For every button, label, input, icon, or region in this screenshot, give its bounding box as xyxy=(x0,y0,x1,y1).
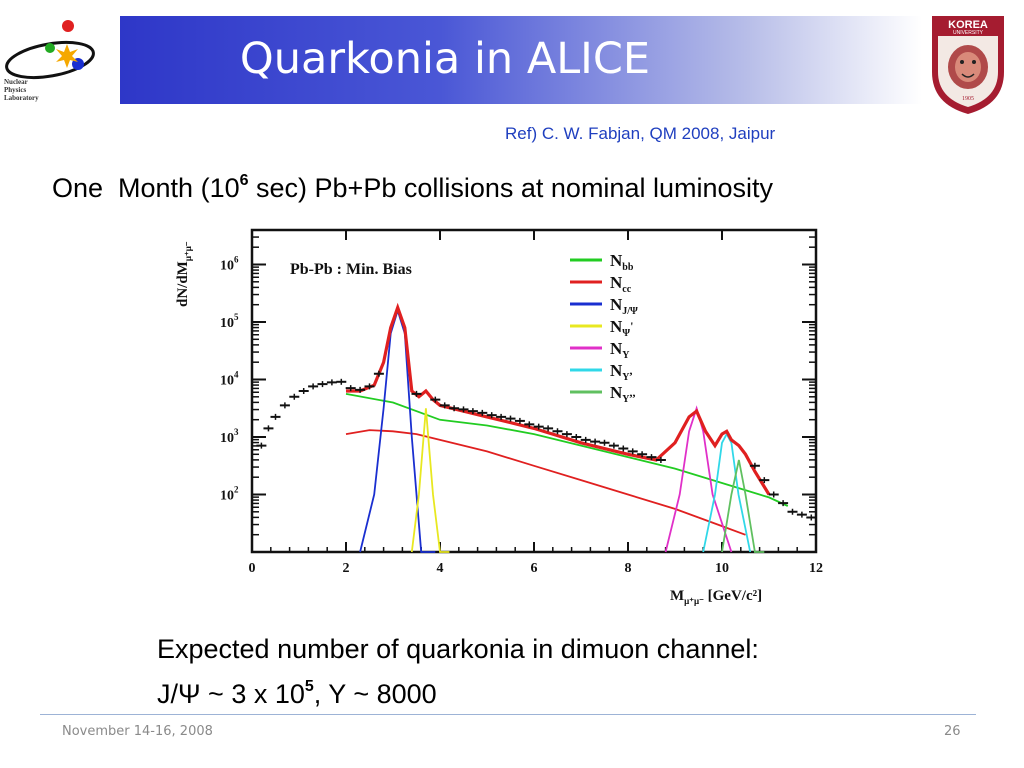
x-tick-label: 12 xyxy=(809,561,823,576)
series-line-4 xyxy=(664,405,733,553)
legend-label: NJ/Ψ xyxy=(610,295,638,317)
x-tick-label: 6 xyxy=(531,561,538,576)
npl-text-2: Physics xyxy=(4,86,26,94)
y-axis-label: dN/dMμ⁺μ⁻ xyxy=(175,241,193,307)
total-fit-line xyxy=(346,302,771,496)
y-tick-label: 104 xyxy=(220,370,239,389)
caption-line-1: Expected number of quarkonia in dimuon c… xyxy=(157,634,759,664)
legend-label: Ncc xyxy=(610,273,632,295)
ku-logo-subtext: UNIVERSITY xyxy=(953,30,984,36)
y-tick-label: 105 xyxy=(220,312,239,331)
title-banner: Quarkonia in ALICE xyxy=(120,16,922,104)
x-tick-label: 2 xyxy=(343,561,350,576)
legend-label: NY, xyxy=(610,361,633,383)
ku-logo-text: KOREA xyxy=(948,19,988,31)
x-tick-label: 10 xyxy=(715,561,729,576)
footer-date: November 14-16, 2008 xyxy=(62,724,213,739)
korea-university-emblem: KOREA UNIVERSITY 1905 xyxy=(932,16,1004,114)
npl-text-1: Nuclear xyxy=(4,78,28,86)
caption-line-2-a: J/Ψ ~ 3 x 10 xyxy=(157,679,305,709)
slide-title: Quarkonia in ALICE xyxy=(239,34,651,84)
footer-divider xyxy=(40,714,976,715)
caption: Expected number of quarkonia in dimuon c… xyxy=(157,630,759,713)
plot-frame xyxy=(250,228,818,554)
nuclear-physics-laboratory-logo: Nuclear Physics Laboratory xyxy=(4,20,95,102)
reference-text: Ref) C. W. Fabjan, QM 2008, Jaipur xyxy=(505,124,776,143)
caption-line-2-exponent: 5 xyxy=(304,678,314,695)
npl-text-3: Laboratory xyxy=(4,94,39,102)
series-line-6 xyxy=(721,459,765,553)
y-tick-label: 102 xyxy=(220,485,239,504)
ku-logo-year: 1905 xyxy=(962,96,974,102)
caption-line-2: J/Ψ ~ 3 x 105, Y ~ 8000 xyxy=(157,668,759,713)
x-tick-label: 4 xyxy=(437,561,444,576)
headline-part2: sec) Pb+Pb collisions at nominal luminos… xyxy=(248,173,773,203)
invariant-mass-plot: 0 2 4 6 8 10 12 102 103 104 105 106 Nbb Ncc NJ/Ψ NΨ' NY… xyxy=(160,212,832,612)
caption-line-2-b: , Y ~ 8000 xyxy=(313,679,437,709)
x-tick-label: 8 xyxy=(625,561,632,576)
plot-title: Pb-Pb : Min. Bias xyxy=(290,261,412,278)
y-tick-label: 103 xyxy=(220,427,239,446)
page-number: 26 xyxy=(944,724,961,739)
y-tick-label: 106 xyxy=(220,255,239,274)
headline-exponent: 6 xyxy=(239,172,249,189)
legend-label: NY xyxy=(610,339,630,361)
headline-part1: One Month (10 xyxy=(52,173,240,203)
legend-label: NΨ' xyxy=(610,317,633,339)
x-axis-label: Mμ⁺μ⁻ [GeV/c²] xyxy=(670,588,762,606)
series-line-1 xyxy=(345,429,746,536)
legend-label: NY,, xyxy=(610,383,636,405)
headline: One Month (106 sec) Pb+Pb collisions at … xyxy=(52,172,773,204)
x-tick-label: 0 xyxy=(249,561,256,576)
series-line-3 xyxy=(410,408,450,553)
legend-label: Nbb xyxy=(610,251,634,273)
